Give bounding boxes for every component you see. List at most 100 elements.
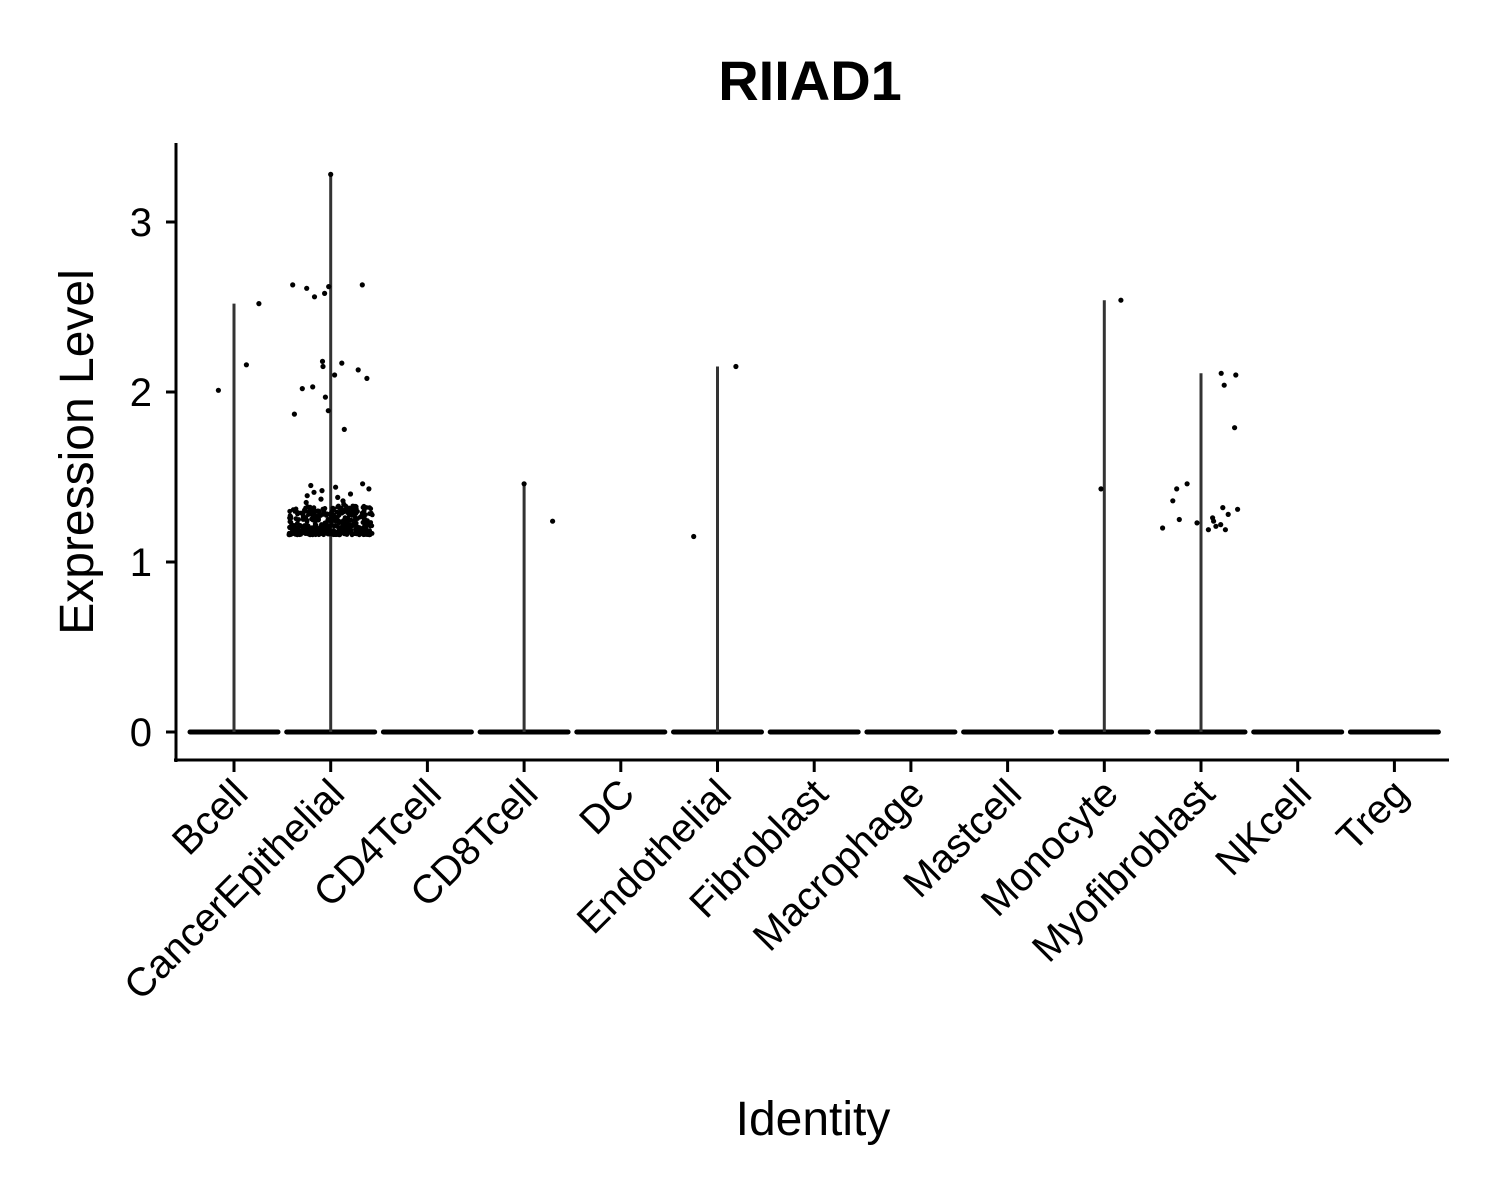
data-point [295,520,300,526]
data-point [319,488,325,494]
data-point [336,519,342,525]
data-point [335,504,341,510]
data-point [332,372,338,378]
data-point [310,384,316,390]
data-point [1218,522,1224,528]
data-point [363,512,368,518]
data-point [342,515,348,520]
data-point [313,532,318,538]
data-point [316,517,321,523]
data-point [550,518,556,524]
data-point [367,532,373,538]
data-point [326,531,331,537]
data-point [256,301,262,307]
data-point [341,501,347,507]
data-point [1225,511,1231,517]
data-point [352,531,358,536]
data-point [288,519,294,525]
data-point [343,508,349,514]
data-point [299,386,305,392]
data-point [335,494,341,500]
data-point [288,515,294,521]
data-point [290,282,296,288]
data-point [305,523,310,529]
data-point [318,496,324,502]
violin-group [1057,297,1151,735]
data-point [364,375,370,381]
data-point [322,394,328,400]
data-point [302,530,308,536]
data-point [292,528,298,534]
data-point [1218,370,1224,376]
data-point [1222,527,1228,533]
data-point [356,532,362,538]
data-point [332,523,338,528]
data-point [292,507,298,513]
data-point [311,505,317,511]
data-point [357,527,362,532]
data-point [311,294,318,300]
data-point [360,520,366,525]
data-point [361,516,367,522]
data-point [343,522,349,528]
data-point [296,517,302,522]
data-point [1194,520,1200,526]
data-point [353,515,358,521]
data-point [309,512,315,518]
data-point [343,527,349,533]
data-point [347,491,354,497]
data-point [367,511,372,517]
data-point [1160,525,1166,531]
y-tick-label: 2 [130,371,152,415]
data-point [326,284,332,290]
data-point [1205,527,1211,533]
data-point [339,360,345,366]
data-point [347,510,353,516]
data-point [325,408,331,414]
data-point [1221,382,1227,388]
data-point [348,523,354,529]
data-point [366,486,372,492]
data-point [1174,486,1180,492]
data-point [353,506,359,512]
y-tick-label: 1 [130,541,152,585]
data-point [291,411,297,417]
data-point [350,503,356,509]
x-tick-label: DC [571,771,643,843]
violin-group [284,171,378,735]
data-point [304,493,310,499]
data-point [308,482,314,489]
data-point [363,525,368,531]
data-point [243,362,249,368]
data-point [312,523,318,529]
data-point [328,171,334,177]
data-point [1220,505,1226,511]
data-point [359,282,365,288]
data-point [341,426,347,432]
data-point [1232,425,1238,431]
data-point [347,530,353,535]
x-axis-title: Identity [736,1093,891,1146]
data-point [311,528,316,534]
data-point [304,519,310,524]
x-tick-label: NKcell [1207,771,1320,884]
data-point [304,285,310,291]
violin-group [671,363,764,735]
data-point [322,290,328,296]
y-tick-label: 3 [130,201,152,245]
data-point [1233,372,1239,378]
violin-group [187,301,281,735]
data-point [215,387,221,393]
data-point [329,508,335,514]
violin-group [477,481,571,735]
data-point [300,514,306,520]
data-point [319,358,326,364]
violin-group [1154,370,1248,735]
x-tick-label: Treg [1329,771,1417,859]
y-axis: 0 1 2 3 [130,201,176,755]
data-point [1184,481,1190,487]
y-tick-label: 0 [130,711,152,755]
chart-title: RIIAD1 [718,49,902,112]
data-point [316,526,322,531]
